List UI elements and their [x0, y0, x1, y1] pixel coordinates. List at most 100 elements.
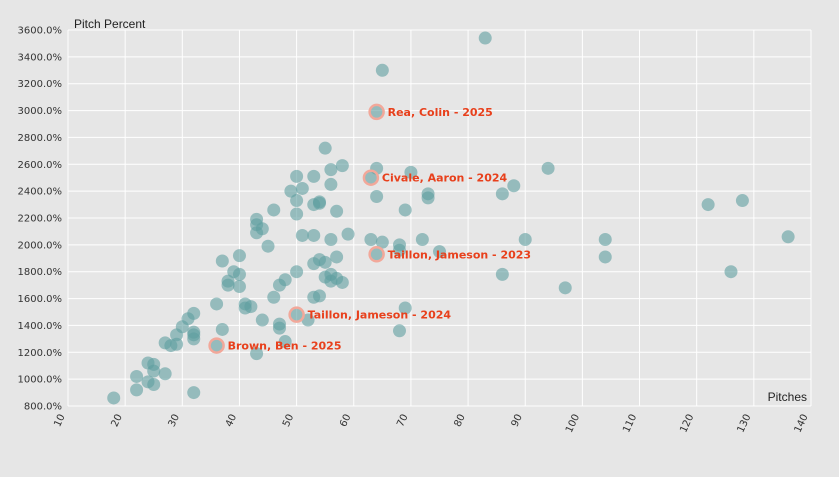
data-point [724, 265, 738, 279]
x-tick-label: 80 [452, 413, 467, 429]
data-point [415, 232, 429, 246]
y-tick-label: 1000.0% [18, 375, 63, 386]
data-point [330, 250, 344, 264]
data-point [244, 300, 258, 314]
data-point [295, 228, 309, 242]
data-point [187, 386, 201, 400]
data-point [147, 357, 161, 371]
highlight-point [368, 246, 385, 263]
data-point [392, 324, 406, 338]
data-point [433, 245, 446, 259]
data-point [735, 194, 749, 208]
data-point [507, 179, 521, 193]
data-point [375, 63, 389, 77]
data-point [330, 204, 344, 218]
data-point [318, 141, 332, 155]
data-point [598, 232, 612, 246]
data-point [301, 313, 315, 327]
y-tick-label: 1400.0% [18, 321, 63, 332]
x-tick-label: 100 [564, 413, 582, 435]
highlight-point [362, 169, 380, 186]
data-point [232, 279, 246, 293]
highlighted-points: Rea, Colin - 2025 Civale, Aaron - 2024 Tai… [208, 103, 531, 354]
data-point [232, 249, 246, 263]
y-tick-label: 1600.0% [18, 294, 63, 305]
data-point [335, 275, 349, 289]
data-point [130, 383, 144, 397]
data-point [221, 278, 235, 292]
x-tick-label: 40 [224, 413, 239, 429]
x-tick-label: 70 [395, 413, 410, 429]
data-point [518, 232, 532, 246]
data-point [295, 181, 309, 195]
y-tick-label: 1200.0% [18, 348, 63, 359]
y-tick-label: 800.0% [24, 402, 62, 413]
y-tick-label: 2800.0% [18, 133, 63, 144]
data-point [375, 235, 389, 249]
highlight-point [208, 337, 225, 354]
data-point [130, 369, 144, 383]
x-tick-label: 10 [52, 413, 67, 429]
x-tick-label: 50 [281, 413, 296, 429]
data-point [392, 243, 406, 257]
x-tick-label: 110 [621, 413, 639, 435]
data-point [290, 207, 304, 221]
data-point [781, 230, 795, 244]
y-tick-label: 1800.0% [18, 267, 63, 278]
data-point [284, 184, 298, 198]
data-point [598, 250, 612, 264]
data-point [558, 281, 572, 295]
data-point [272, 317, 286, 331]
y-tick-label: 2200.0% [18, 214, 63, 225]
data-point [324, 177, 338, 191]
data-point [312, 196, 326, 210]
highlight-point [288, 306, 305, 323]
x-tick-label: 20 [110, 413, 125, 429]
x-tick-label: 140 [793, 413, 811, 435]
data-point [335, 159, 349, 173]
data-point [541, 161, 555, 175]
data-point [255, 313, 269, 327]
data-point [158, 367, 172, 381]
y-tick-label: 2400.0% [18, 187, 63, 198]
data-point [187, 306, 201, 320]
data-point [341, 227, 355, 241]
data-point [398, 203, 412, 217]
x-axis-ticks: 10 20 30 40 50 60 70 80 90 100 110 120 130 140 [52, 413, 810, 435]
y-tick-label: 3000.0% [18, 106, 63, 117]
x-tick-label: 30 [167, 413, 182, 429]
data-point [170, 337, 184, 351]
x-tick-label: 90 [510, 413, 525, 429]
data-point [250, 347, 264, 361]
data-point [232, 267, 246, 281]
x-tick-label: 60 [338, 413, 353, 429]
highlight-label: Rea, Colin - 2025 [388, 106, 493, 119]
data-point [267, 203, 281, 217]
data-point [370, 190, 384, 204]
data-point [215, 322, 229, 336]
data-point [267, 290, 281, 304]
x-tick-label: 120 [678, 413, 696, 435]
y-tick-label: 3400.0% [18, 52, 63, 63]
data-point [255, 222, 269, 236]
grid-lines [67, 29, 812, 407]
data-point [318, 255, 332, 269]
data-points [107, 31, 795, 405]
data-point [404, 165, 418, 179]
data-point [701, 198, 715, 212]
data-point [261, 239, 275, 253]
data-point [312, 289, 326, 303]
y-axis-ticks: 800.0% 1000.0% 1200.0% 1400.0% 1600.0% 1800.0… [18, 26, 63, 413]
data-point [187, 325, 201, 339]
data-point [495, 267, 509, 281]
x-axis-title: Pitches [768, 390, 807, 404]
highlight-label: Civale, Aaron - 2024 [382, 172, 508, 185]
data-point [324, 163, 338, 177]
highlight-label: Brown, Ben - 2025 [228, 340, 342, 353]
data-point [107, 391, 121, 405]
data-point [290, 265, 304, 279]
y-axis-title: Pitch Percent [74, 17, 146, 31]
data-point [278, 273, 292, 287]
data-point [290, 169, 304, 183]
